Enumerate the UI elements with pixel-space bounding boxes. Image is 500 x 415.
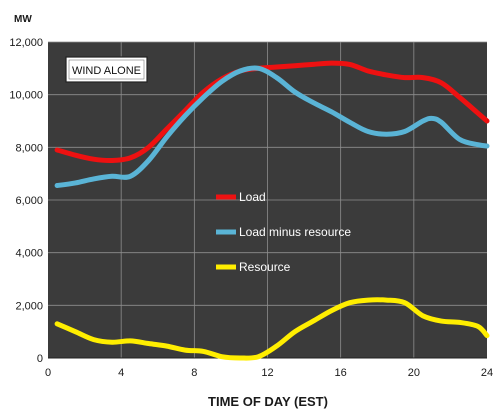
y-tick-label: 12,000 [9, 37, 43, 49]
y-tick-label: 2,000 [15, 300, 43, 312]
x-tick-label: 4 [118, 367, 124, 379]
x-tick-label: 20 [408, 367, 420, 379]
y-tick-label: 6,000 [15, 195, 43, 207]
y-tick-labels: 0 2,000 4,000 6,000 8,000 10,000 12,000 [9, 37, 43, 365]
x-tick-label: 16 [335, 367, 347, 379]
y-tick-label: 8,000 [15, 142, 43, 154]
x-tick-label: 0 [45, 367, 51, 379]
x-tick-label: 24 [481, 367, 493, 379]
legend-label-load-minus-resource: Load minus resource [239, 225, 351, 239]
annotation-text: WIND ALONE [72, 65, 141, 77]
y-tick-label: 0 [37, 353, 43, 365]
series-line-load [54, 60, 490, 164]
gridlines [48, 41, 487, 358]
annotation-box: WIND ALONE [65, 56, 148, 83]
x-tick-labels: 0 4 8 12 16 20 24 [45, 367, 493, 379]
legend-label-load: Load [239, 190, 266, 204]
x-tick-label: 12 [261, 367, 273, 379]
x-tick-label: 8 [191, 367, 197, 379]
annotation-frame [65, 56, 148, 83]
unit-label: MW [14, 14, 32, 25]
y-tick-label: 4,000 [15, 248, 43, 260]
series-lines [54, 60, 490, 361]
y-tick-label: 10,000 [9, 90, 43, 102]
legend-label-resource: Resource [239, 260, 291, 274]
annotation-inner-frame [68, 59, 145, 80]
series-line-resource [54, 297, 490, 361]
legend: Load Load minus resource Resource [216, 190, 351, 274]
x-axis-title: TIME OF DAY (EST) [208, 394, 328, 409]
series-line-load-minus-resource [54, 65, 490, 188]
